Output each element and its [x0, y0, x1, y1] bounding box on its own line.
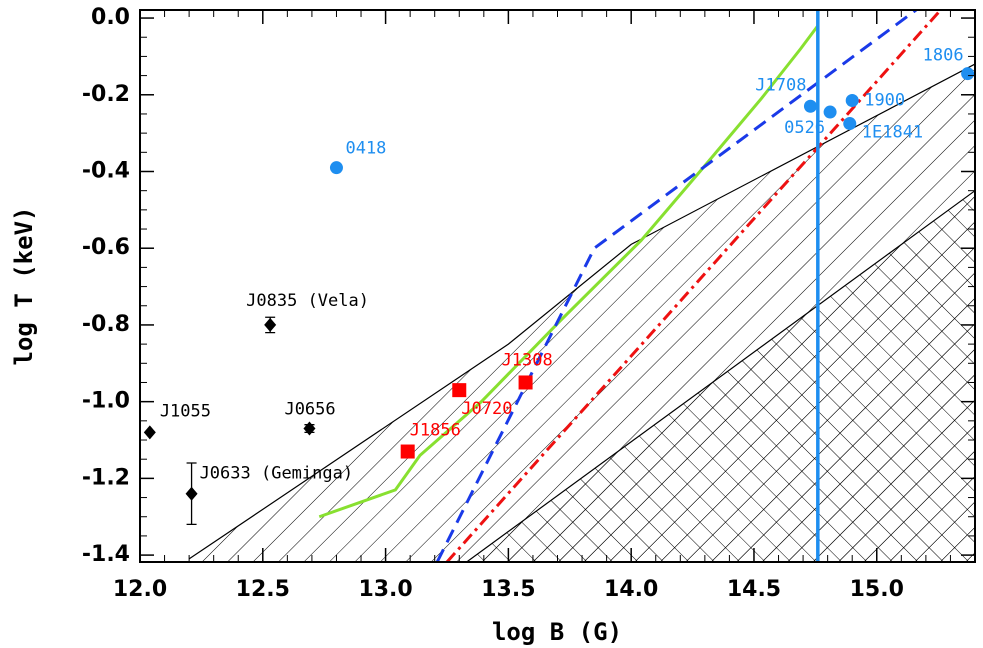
- point: [823, 105, 837, 119]
- y-tick-label: 0.0: [91, 5, 130, 30]
- x-tick-label: 13.0: [358, 577, 412, 602]
- point-label: J1308: [502, 350, 553, 370]
- y-tick-label: -0.8: [82, 312, 130, 337]
- x-tick-label: 14.5: [727, 577, 781, 602]
- y-axis-title: log T (keV): [10, 207, 38, 366]
- point: [185, 486, 198, 501]
- y-tick-label: -1.2: [82, 465, 130, 490]
- x-tick-label: 15.0: [850, 577, 904, 602]
- point-label: J1856: [410, 421, 461, 441]
- point-label: 1900: [864, 91, 905, 111]
- point: [452, 383, 467, 398]
- point: [143, 425, 156, 440]
- point: [303, 421, 316, 436]
- curve: [318, 24, 820, 519]
- point-label: 0526: [784, 118, 825, 138]
- y-tick-label: -1.4: [82, 542, 130, 567]
- x-tick-label: 12.0: [113, 577, 167, 602]
- point-label: 0418: [345, 139, 386, 159]
- point-label: J0835 (Vela): [246, 291, 369, 311]
- point-label: 1806: [923, 46, 964, 66]
- point: [264, 317, 277, 332]
- point: [803, 99, 817, 113]
- point-label: J0633 (Geminga): [200, 464, 354, 484]
- x-tick-label: 12.5: [236, 577, 290, 602]
- y-tick-label: -0.4: [82, 158, 130, 183]
- point: [961, 67, 975, 81]
- point: [329, 161, 343, 175]
- point: [843, 117, 857, 131]
- y-tick-label: -0.2: [82, 82, 130, 107]
- y-tick-label: -0.6: [82, 235, 130, 260]
- x-tick-label: 14.0: [604, 577, 658, 602]
- hatched-region: [466, 190, 975, 562]
- y-tick-label: -1.0: [82, 389, 130, 414]
- region-boundary: [466, 190, 975, 562]
- point-label: J1055: [160, 401, 211, 421]
- point: [518, 375, 533, 390]
- point-label: J1708: [755, 75, 806, 95]
- point-label: J0656: [284, 400, 335, 420]
- plot-area: [143, 10, 975, 562]
- x-axis-title: log B (G): [492, 618, 622, 646]
- point: [845, 94, 859, 108]
- x-tick-label: 13.5: [481, 577, 535, 602]
- point: [400, 444, 415, 459]
- point-label: J0720: [461, 399, 512, 419]
- curve: [435, 10, 917, 562]
- point-label: 1E1841: [862, 123, 923, 143]
